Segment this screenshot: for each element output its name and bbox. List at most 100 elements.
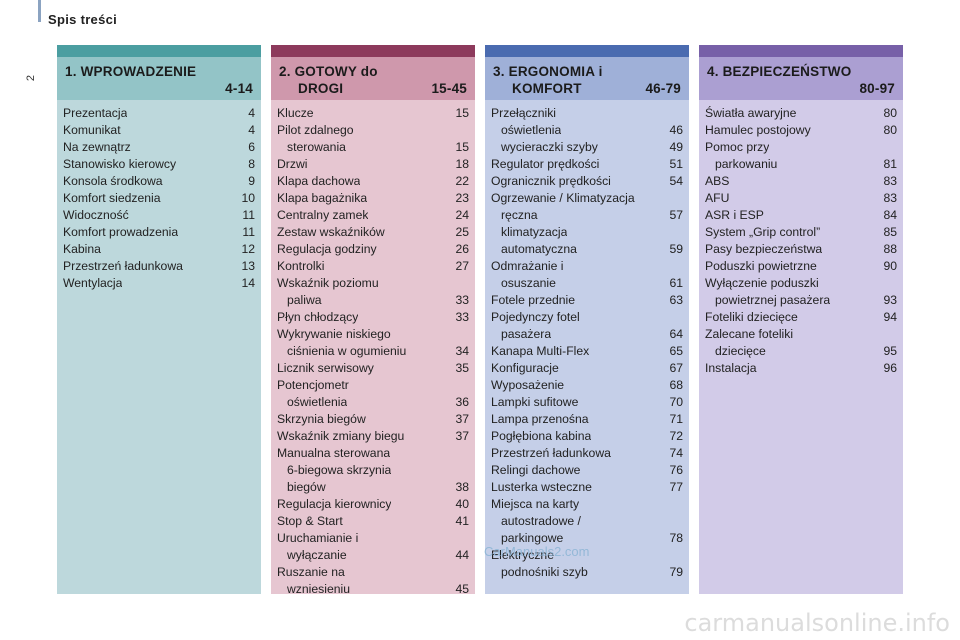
toc-entry[interactable]: Zestaw wskaźników 25 — [277, 224, 469, 241]
toc-entry[interactable]: dziecięce 95 — [705, 343, 897, 360]
toc-entry[interactable]: Zalecane foteliki — [705, 326, 897, 343]
toc-entry[interactable]: Kontrolki 27 — [277, 258, 469, 275]
toc-entry-title: Klucze — [277, 106, 314, 120]
toc-entry[interactable]: Kanapa Multi-Flex 65 — [491, 343, 683, 360]
toc-entry-page: 11 — [242, 208, 255, 222]
toc-entry[interactable]: wzniesieniu 45 — [277, 581, 469, 598]
toc-entry[interactable]: Regulator prędkości 51 — [491, 156, 683, 173]
toc-entry[interactable]: Na zewnątrz 6 — [63, 139, 255, 156]
toc-entry[interactable]: Konsola środkowa 9 — [63, 173, 255, 190]
toc-entry-title: Widoczność — [63, 208, 129, 222]
toc-entry-title: Wskaźnik zmiany biegu — [277, 429, 405, 443]
toc-entry[interactable]: ASR i ESP 84 — [705, 207, 897, 224]
toc-entry[interactable]: Stop & Start 41 — [277, 513, 469, 530]
toc-entry-page: 83 — [883, 174, 897, 188]
toc-entry[interactable]: autostradowe / — [491, 513, 683, 530]
section-header[interactable]: 3. ERGONOMIA i KOMFORT 46-79 — [485, 57, 689, 100]
toc-entry[interactable]: Kabina 12 — [63, 241, 255, 258]
toc-entry[interactable]: Widoczność 11 — [63, 207, 255, 224]
toc-entry[interactable]: Ogrzewanie / Klimatyzacja — [491, 190, 683, 207]
toc-entry[interactable]: Poduszki powietrzne 90 — [705, 258, 897, 275]
toc-entry[interactable]: parkowaniu 81 — [705, 156, 897, 173]
toc-entry[interactable]: oświetlenia 36 — [277, 394, 469, 411]
toc-entry[interactable]: Komfort siedzenia 10 — [63, 190, 255, 207]
toc-entry-page — [451, 122, 469, 139]
toc-entry[interactable]: Prezentacja 4 — [63, 105, 255, 122]
toc-entry[interactable]: Pasy bezpieczeństwa 88 — [705, 241, 897, 258]
toc-entry[interactable]: oświetlenia 46 — [491, 122, 683, 139]
toc-entry[interactable]: AFU 83 — [705, 190, 897, 207]
toc-entry-title: Licznik serwisowy — [277, 361, 374, 375]
toc-entry[interactable]: Manualna sterowana — [277, 445, 469, 462]
toc-entry[interactable]: Komunikat 4 — [63, 122, 255, 139]
toc-entry[interactable]: Drzwi 18 — [277, 156, 469, 173]
toc-entry[interactable]: automatyczna 59 — [491, 241, 683, 258]
toc-entry[interactable]: wyłączanie 44 — [277, 547, 469, 564]
toc-entry[interactable]: Ruszanie na — [277, 564, 469, 581]
toc-entry[interactable]: Klucze 15 — [277, 105, 469, 122]
toc-entry[interactable]: klimatyzacja — [491, 224, 683, 241]
toc-entry[interactable]: Lampa przenośna 71 — [491, 411, 683, 428]
section-header[interactable]: 2. GOTOWY do DROGI 15-45 — [271, 57, 475, 100]
toc-entry[interactable]: Wskaźnik poziomu — [277, 275, 469, 292]
toc-entry[interactable]: Skrzynia biegów 37 — [277, 411, 469, 428]
toc-entry[interactable]: Konfiguracje 67 — [491, 360, 683, 377]
toc-entry-title: dziecięce — [715, 344, 766, 358]
toc-entry[interactable]: Światła awaryjne 80 — [705, 105, 897, 122]
toc-entry[interactable]: Regulacja godziny 26 — [277, 241, 469, 258]
toc-entry[interactable]: biegów 38 — [277, 479, 469, 496]
toc-entry[interactable]: System „Grip control” 85 — [705, 224, 897, 241]
toc-entry[interactable]: Przełączniki — [491, 105, 683, 122]
toc-entry[interactable]: sterowania 15 — [277, 139, 469, 156]
toc-entry[interactable]: Przestrzeń ładunkowa 74 — [491, 445, 683, 462]
toc-entry[interactable]: Potencjometr — [277, 377, 469, 394]
toc-entry[interactable]: Miejsca na karty — [491, 496, 683, 513]
toc-entry-title: Potencjometr — [277, 378, 349, 392]
toc-entry[interactable]: Klapa dachowa 22 — [277, 173, 469, 190]
toc-entry[interactable]: Wykrywanie niskiego — [277, 326, 469, 343]
toc-entry[interactable]: Instalacja 96 — [705, 360, 897, 377]
toc-entry[interactable]: Pilot zdalnego — [277, 122, 469, 139]
toc-entry[interactable]: Licznik serwisowy 35 — [277, 360, 469, 377]
toc-entry[interactable]: Przestrzeń ładunkowa 13 — [63, 258, 255, 275]
toc-entry[interactable]: Hamulec postojowy 80 — [705, 122, 897, 139]
toc-entry[interactable]: Stanowisko kierowcy 8 — [63, 156, 255, 173]
toc-entry[interactable]: Odmrażanie i — [491, 258, 683, 275]
toc-entry[interactable]: Lampki sufitowe 70 — [491, 394, 683, 411]
toc-entry[interactable]: Regulacja kierownicy 40 — [277, 496, 469, 513]
toc-entry[interactable]: Uruchamianie i — [277, 530, 469, 547]
toc-entry[interactable]: podnośniki szyb 79 — [491, 564, 683, 581]
toc-entry[interactable]: 6-biegowa skrzynia — [277, 462, 469, 479]
toc-entry[interactable]: Lusterka wsteczne 77 — [491, 479, 683, 496]
toc-entry[interactable]: Pojedynczy fotel — [491, 309, 683, 326]
toc-entry[interactable]: powietrznej pasażera 93 — [705, 292, 897, 309]
toc-entry[interactable]: ciśnienia w ogumieniu 34 — [277, 343, 469, 360]
toc-entry-page: 77 — [669, 480, 683, 494]
toc-entry[interactable]: Ogranicznik prędkości 54 — [491, 173, 683, 190]
toc-entry[interactable]: Wyłączenie poduszki — [705, 275, 897, 292]
toc-entry[interactable]: Wyposażenie 68 — [491, 377, 683, 394]
toc-entry[interactable]: ABS 83 — [705, 173, 897, 190]
toc-entry[interactable]: Elektryczne — [491, 547, 683, 564]
toc-entry[interactable]: Pogłębiona kabina 72 — [491, 428, 683, 445]
toc-entry-page — [665, 309, 683, 326]
toc-entry[interactable]: Klapa bagażnika 23 — [277, 190, 469, 207]
toc-entry[interactable]: Komfort prowadzenia 11 — [63, 224, 255, 241]
toc-entry[interactable]: parkingowe 78 — [491, 530, 683, 547]
toc-entry[interactable]: wycieraczki szyby 49 — [491, 139, 683, 156]
toc-entry[interactable]: Pomoc przy — [705, 139, 897, 156]
toc-entry[interactable]: Centralny zamek 24 — [277, 207, 469, 224]
toc-entry[interactable]: pasażera 64 — [491, 326, 683, 343]
toc-entry[interactable]: Wskaźnik zmiany biegu 37 — [277, 428, 469, 445]
section-header[interactable]: 4. BEZPIECZEŃSTWO 80-97 — [699, 57, 903, 100]
toc-entry[interactable]: Fotele przednie 63 — [491, 292, 683, 309]
toc-entry[interactable]: osuszanie 61 — [491, 275, 683, 292]
toc-entry-title: Kanapa Multi-Flex — [491, 344, 590, 358]
toc-entry[interactable]: ręczna 57 — [491, 207, 683, 224]
section-header[interactable]: 1. WPROWADZENIE 4-14 — [57, 57, 261, 100]
toc-entry[interactable]: Foteliki dziecięce 94 — [705, 309, 897, 326]
toc-entry[interactable]: Wentylacja 14 — [63, 275, 255, 292]
toc-entry[interactable]: Relingi dachowe 76 — [491, 462, 683, 479]
toc-entry[interactable]: Płyn chłodzący 33 — [277, 309, 469, 326]
toc-entry[interactable]: paliwa 33 — [277, 292, 469, 309]
